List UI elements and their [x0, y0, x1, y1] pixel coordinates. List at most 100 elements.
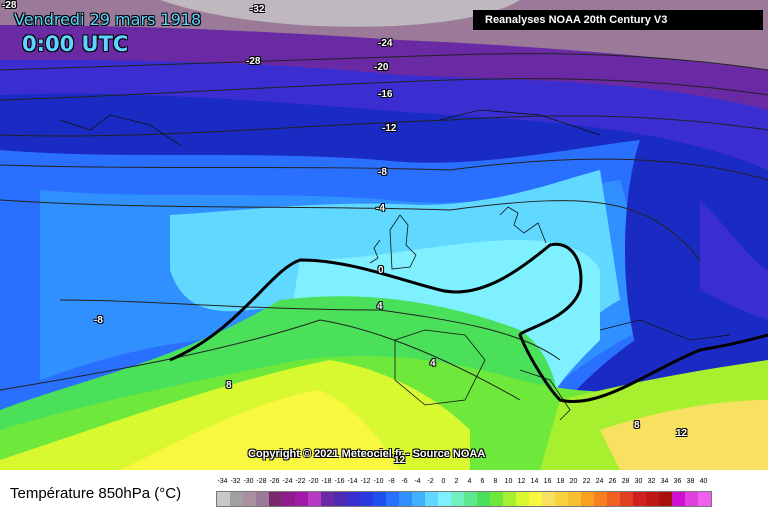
legend-tick-label: 16: [543, 478, 552, 485]
legend-swatch: [308, 492, 321, 506]
legend-swatch: [386, 492, 399, 506]
isotherm-label: 8: [226, 380, 232, 391]
legend-tick-label: -30: [243, 478, 254, 485]
legend-swatch: [230, 492, 243, 506]
legend-swatch: [516, 492, 529, 506]
legend-tick-label: -10: [373, 478, 384, 485]
legend-swatch: [451, 492, 464, 506]
legend-tick-label: 40: [699, 478, 708, 485]
isotherm-label: 8: [634, 420, 640, 431]
legend-tick-label: -16: [334, 478, 345, 485]
legend-tick-label: 22: [582, 478, 591, 485]
legend-tick-label: -22: [295, 478, 306, 485]
legend-tick-label: -24: [282, 478, 293, 485]
legend-tick-label: 8: [493, 478, 498, 485]
legend-tick-label: -20: [308, 478, 319, 485]
legend-tick-label: 6: [480, 478, 485, 485]
legend-swatch: [568, 492, 581, 506]
legend-swatch: [256, 492, 269, 506]
legend-swatch: [529, 492, 542, 506]
legend-swatch: [659, 492, 672, 506]
isotherm-label: -16: [378, 89, 393, 100]
legend-swatch: [243, 492, 256, 506]
legend-swatch: [503, 492, 516, 506]
legend-tick-label: -6: [401, 478, 408, 485]
legend-swatch: [633, 492, 646, 506]
legend-tick-label: 20: [569, 478, 578, 485]
legend-swatch: [490, 492, 503, 506]
legend-tick-label: -12: [360, 478, 371, 485]
legend-swatch: [399, 492, 412, 506]
copyright-text: Copyright © 2021 Meteociel.fr - Source N…: [248, 448, 486, 460]
legend-tick-label: -28: [256, 478, 267, 485]
legend-tick-label: -32: [230, 478, 241, 485]
legend-swatch: [269, 492, 282, 506]
legend-swatch: [477, 492, 490, 506]
legend-tick-label: -2: [427, 478, 434, 485]
legend-swatch: [412, 492, 425, 506]
legend-tick-label: 32: [647, 478, 656, 485]
legend-swatch: [282, 492, 295, 506]
legend-swatch: [373, 492, 386, 506]
isotherm-label: -24: [378, 38, 393, 49]
legend-tick-label: -26: [269, 478, 280, 485]
legend-swatch: [581, 492, 594, 506]
legend-tick-label: -4: [414, 478, 421, 485]
legend-swatch: [672, 492, 685, 506]
legend-swatch: [295, 492, 308, 506]
legend-swatch: [334, 492, 347, 506]
legend-swatch: [464, 492, 477, 506]
legend-swatch: [321, 492, 334, 506]
isotherm-label: 4: [430, 358, 436, 369]
legend-tick-label: -18: [321, 478, 332, 485]
legend-swatch: [217, 492, 230, 506]
legend-tick-label: -14: [347, 478, 358, 485]
isotherm-label: 12: [676, 428, 688, 439]
legend-swatch: [607, 492, 620, 506]
legend-swatch: [698, 492, 711, 506]
legend-tick-label: 12: [517, 478, 526, 485]
isotherm-label: -4: [376, 203, 385, 214]
isotherm-label: 4: [377, 301, 383, 312]
legend-tick-label: 4: [467, 478, 472, 485]
time-label: 0:00 UTC: [22, 32, 129, 56]
legend-swatch: [620, 492, 633, 506]
legend-swatch: [438, 492, 451, 506]
isotherm-label: -32: [250, 4, 265, 15]
temperature-map: [0, 0, 768, 470]
legend-tick-label: 28: [621, 478, 630, 485]
legend-tick-label: 34: [660, 478, 669, 485]
isotherm-label: -12: [382, 123, 397, 134]
legend-tick-label: -8: [388, 478, 395, 485]
legend-tick-label: 36: [673, 478, 682, 485]
legend-swatch: [555, 492, 568, 506]
legend-tick-row: -34 -32 -30 -28 -26 -24 -22 -20 -18 -16 -14 -12 -10-…: [216, 478, 710, 485]
legend-swatch: [542, 492, 555, 506]
isotherm-label: 12: [394, 455, 406, 466]
date-label: Vendredi 29 mars 1918: [14, 10, 202, 29]
legend-swatch: [646, 492, 659, 506]
legend-tick-label: 18: [556, 478, 565, 485]
legend-tick-label: -34: [217, 478, 228, 485]
isotherm-label: -8: [94, 315, 103, 326]
legend-swatch: [360, 492, 373, 506]
legend-tick-label: 38: [686, 478, 695, 485]
legend-tick-label: 30: [634, 478, 643, 485]
source-badge: Reanalyses NOAA 20th Century V3: [473, 10, 763, 30]
legend-tick-label: 24: [595, 478, 604, 485]
legend-swatch: [685, 492, 698, 506]
legend-color-scale: [216, 491, 712, 507]
legend-swatch: [425, 492, 438, 506]
legend-swatch: [347, 492, 360, 506]
isotherm-label: -28: [2, 0, 17, 11]
isotherm-label: -8: [378, 167, 387, 178]
legend-tick-label: 0: [441, 478, 446, 485]
isotherm-label: -20: [374, 62, 389, 73]
legend-title: Température 850hPa (°C): [10, 485, 182, 502]
legend-tick-label: 14: [530, 478, 539, 485]
isotherm-label: 0: [378, 265, 384, 276]
isotherm-label: -28: [246, 56, 261, 67]
legend-tick-label: 26: [608, 478, 617, 485]
legend-tick-label: 10: [504, 478, 513, 485]
legend-tick-label: 2: [454, 478, 459, 485]
